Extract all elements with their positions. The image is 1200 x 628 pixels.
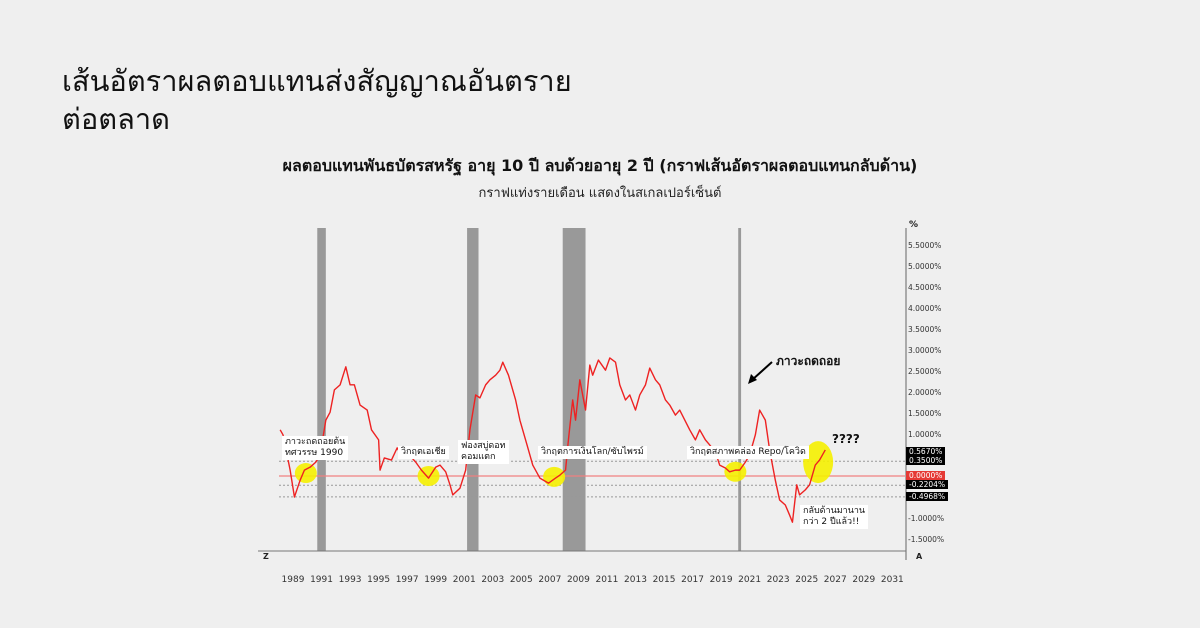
question-callout: ???? — [832, 432, 860, 446]
x-tick-label: 2025 — [795, 575, 818, 585]
yield-spread-line — [279, 357, 826, 523]
value-tag: -0.4968% — [906, 491, 949, 501]
chart-subtitle: กราฟแท่งรายเดือน แสดงในสเกลเปอร์เซ็นต์ — [478, 186, 722, 201]
headline-line1: เส้นอัตราผลตอบแทนส่งสัญญาณอันตราย — [62, 64, 572, 98]
y-tick-label: 4.5000% — [908, 283, 941, 292]
x-tick-label: 1993 — [339, 575, 362, 585]
y-tick-label: 3.0000% — [908, 346, 941, 355]
y-tick-label: 4.0000% — [908, 304, 941, 313]
annotation-dotcom: ฟองสบู่ดอท คอมแตก — [458, 440, 509, 464]
y-tick-label: 2.0000% — [908, 388, 941, 397]
y-tick-label: -1.0000% — [908, 514, 944, 523]
annotation-gfc: วิกฤตการเงินโลก/ซับไพรม์ — [538, 446, 647, 459]
x-tick-label: 2013 — [624, 575, 647, 585]
x-tick-label: 1991 — [310, 575, 333, 585]
recession-callout: ภาวะถดถอย — [776, 354, 841, 368]
x-tick-label: 1999 — [424, 575, 447, 585]
x-tick-label: 2001 — [453, 575, 476, 585]
y-tick-label: 1.0000% — [908, 430, 941, 439]
x-tick-label: 2019 — [710, 575, 733, 585]
annotation-repo-covid: วิกฤตสภาพคล่อง Repo/โควิด — [687, 446, 809, 459]
recession-bar — [317, 228, 326, 551]
x-tick-label: 2007 — [538, 575, 561, 585]
y-axis-unit: % — [909, 220, 918, 230]
value-tag: -0.2204% — [906, 480, 949, 490]
x-tick-label: 1995 — [367, 575, 390, 585]
highlight-circle — [724, 461, 747, 482]
highlight-circle — [543, 466, 566, 487]
x-tick-label: 2005 — [510, 575, 533, 585]
arrow-icon — [751, 361, 773, 381]
x-tick-label: 2027 — [824, 575, 847, 585]
corner-label-left: Z — [263, 552, 269, 561]
y-tick-label: 3.5000% — [908, 325, 941, 334]
recession-bar — [738, 228, 742, 551]
y-tick-label: 5.0000% — [908, 262, 941, 271]
x-tick-label: 2009 — [567, 575, 590, 585]
x-tick-label: 2017 — [681, 575, 704, 585]
recession-bar — [562, 228, 586, 551]
x-tick-label: 2029 — [852, 575, 875, 585]
x-tick-label: 2021 — [738, 575, 761, 585]
corner-label-right: A — [916, 552, 923, 561]
annotation-1990s-recession: ภาวะถดถอยต้น ทศวรรษ 1990 — [282, 436, 349, 460]
y-tick-label: 1.5000% — [908, 409, 941, 418]
headline: เส้นอัตราผลตอบแทนส่งสัญญาณอันตราย ต่อตลา… — [62, 62, 572, 138]
recession-bar — [467, 228, 479, 551]
x-tick-label: 2023 — [767, 575, 790, 585]
y-tick-label: 5.5000% — [908, 241, 941, 250]
value-tag: 0.0000% — [906, 471, 946, 480]
value-tag: 0.5670% — [906, 447, 946, 457]
arrow-head-icon — [748, 374, 757, 384]
highlight-circle — [294, 463, 317, 484]
annotation-asian-crisis: วิกฤตเอเชีย — [398, 446, 449, 459]
x-tick-label: 2031 — [881, 575, 904, 585]
headline-line2: ต่อตลาด — [62, 102, 170, 136]
annotation-inverted-2-years: กลับด้านมานาน กว่า 2 ปีแล้ว!! — [800, 505, 869, 529]
x-tick-label: 2011 — [595, 575, 618, 585]
x-tick-label: 2003 — [481, 575, 504, 585]
x-tick-label: 1997 — [396, 575, 419, 585]
y-tick-label: 2.5000% — [908, 367, 941, 376]
chart-title: ผลตอบแทนพันธบัตรสหรัฐ อายุ 10 ปี ลบด้วยอ… — [282, 156, 918, 175]
x-tick-label: 1989 — [282, 575, 305, 585]
y-tick-label: -1.5000% — [908, 535, 944, 544]
value-tag: 0.3500% — [906, 456, 946, 466]
x-tick-label: 2015 — [653, 575, 676, 585]
